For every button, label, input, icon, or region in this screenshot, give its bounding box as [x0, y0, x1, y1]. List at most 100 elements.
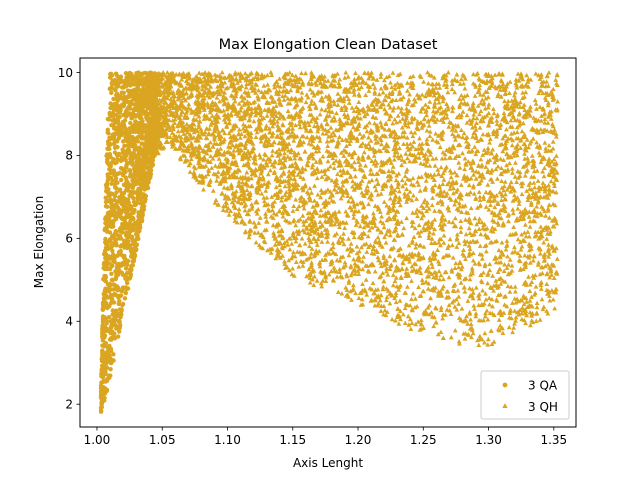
- data-point: [381, 224, 387, 230]
- data-point: [366, 135, 371, 140]
- data-point: [264, 113, 270, 118]
- data-point: [456, 294, 462, 299]
- data-point: [108, 356, 113, 361]
- data-point: [497, 125, 503, 130]
- data-point: [324, 227, 330, 232]
- data-point: [98, 408, 104, 413]
- data-point: [423, 221, 428, 226]
- data-point: [464, 112, 470, 118]
- data-point: [338, 196, 344, 201]
- data-point: [100, 338, 106, 343]
- data-point: [413, 210, 419, 215]
- data-point: [498, 122, 504, 127]
- data-point: [452, 304, 458, 309]
- data-point: [242, 133, 248, 139]
- data-point: [341, 231, 346, 236]
- data-point: [118, 200, 123, 205]
- data-point: [143, 91, 148, 96]
- data-point: [165, 93, 171, 98]
- data-point: [485, 182, 491, 187]
- data-point: [548, 178, 554, 184]
- data-point: [235, 80, 240, 85]
- data-point: [304, 273, 309, 279]
- data-point: [125, 270, 130, 276]
- data-point: [405, 155, 410, 161]
- data-point: [107, 86, 113, 92]
- data-point: [299, 236, 305, 241]
- data-point: [319, 284, 325, 289]
- data-point: [384, 258, 389, 263]
- data-point: [438, 307, 444, 312]
- data-point: [494, 118, 500, 123]
- data-point: [214, 178, 220, 183]
- data-point: [387, 266, 393, 271]
- data-point: [114, 190, 119, 195]
- data-point: [280, 253, 285, 258]
- data-point: [537, 152, 543, 158]
- data-point: [210, 156, 216, 161]
- data-point: [138, 211, 144, 216]
- data-point: [485, 280, 490, 286]
- data-point: [344, 143, 349, 148]
- data-point: [297, 124, 303, 130]
- data-point: [270, 222, 276, 228]
- data-point: [369, 101, 375, 106]
- data-point: [311, 282, 317, 287]
- data-point: [363, 92, 369, 97]
- data-point: [116, 236, 121, 241]
- data-point: [430, 137, 436, 142]
- data-point: [505, 155, 511, 160]
- data-point: [389, 84, 395, 90]
- data-point: [135, 82, 140, 87]
- data-point: [470, 295, 476, 301]
- data-point: [397, 119, 403, 124]
- data-point: [459, 93, 464, 98]
- data-point: [378, 120, 383, 125]
- data-point: [432, 172, 437, 177]
- data-point: [359, 84, 364, 90]
- data-point: [129, 81, 134, 86]
- data-point: [130, 259, 135, 264]
- data-point: [347, 89, 353, 94]
- data-point: [535, 210, 541, 216]
- data-point: [127, 203, 132, 208]
- data-point: [195, 128, 201, 133]
- data-point: [102, 266, 108, 272]
- data-point: [393, 299, 399, 305]
- data-point: [130, 162, 135, 167]
- data-point: [491, 110, 497, 116]
- data-point: [482, 330, 488, 336]
- data-point: [517, 104, 523, 109]
- data-point: [519, 183, 525, 189]
- data-point: [395, 306, 401, 311]
- data-point: [530, 258, 536, 263]
- data-point: [293, 239, 299, 244]
- data-point: [504, 84, 509, 89]
- data-point: [497, 266, 503, 271]
- data-point: [440, 181, 446, 186]
- data-point: [471, 191, 477, 196]
- data-point: [351, 234, 357, 240]
- data-point: [142, 199, 147, 204]
- data-point: [449, 267, 455, 272]
- data-point: [120, 242, 126, 247]
- data-point: [128, 71, 133, 77]
- data-point: [379, 141, 384, 147]
- data-point: [445, 70, 451, 75]
- data-point: [546, 143, 552, 148]
- data-point: [125, 280, 130, 286]
- data-point: [508, 179, 514, 185]
- data-point: [109, 298, 115, 304]
- data-point: [117, 132, 122, 138]
- data-point: [218, 160, 223, 165]
- data-point: [110, 277, 116, 282]
- data-point: [527, 288, 533, 293]
- data-point: [450, 288, 456, 293]
- data-point: [281, 97, 287, 102]
- data-point: [117, 318, 122, 324]
- data-point: [209, 102, 214, 107]
- data-point: [118, 210, 124, 216]
- data-point: [400, 116, 406, 121]
- data-point: [482, 114, 487, 119]
